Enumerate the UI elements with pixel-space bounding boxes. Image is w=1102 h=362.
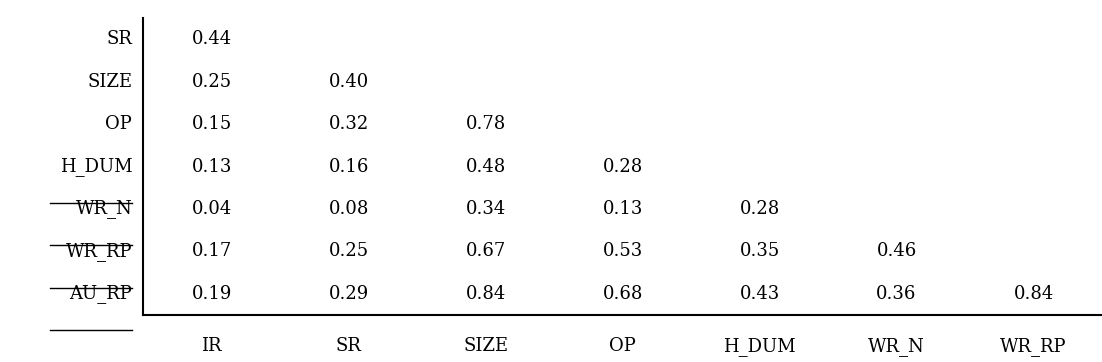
Text: 0.53: 0.53 — [603, 242, 642, 260]
Text: 0.78: 0.78 — [465, 115, 506, 133]
Text: IR: IR — [202, 337, 222, 355]
Text: 0.28: 0.28 — [603, 157, 642, 176]
Text: WR_N: WR_N — [76, 199, 132, 218]
Text: 0.44: 0.44 — [192, 30, 231, 48]
Text: SR: SR — [336, 337, 361, 355]
Text: 0.04: 0.04 — [192, 200, 231, 218]
Text: 0.16: 0.16 — [328, 157, 369, 176]
Text: 0.48: 0.48 — [465, 157, 506, 176]
Text: 0.13: 0.13 — [603, 200, 642, 218]
Text: H_DUM: H_DUM — [723, 337, 796, 355]
Text: WR_RP: WR_RP — [66, 242, 132, 261]
Text: 0.28: 0.28 — [739, 200, 780, 218]
Text: 0.19: 0.19 — [192, 285, 231, 303]
Text: 0.32: 0.32 — [328, 115, 369, 133]
Text: 0.68: 0.68 — [603, 285, 642, 303]
Text: AU_RP: AU_RP — [69, 284, 132, 303]
Text: 0.84: 0.84 — [465, 285, 506, 303]
Text: SR: SR — [107, 30, 132, 48]
Text: 0.36: 0.36 — [876, 285, 917, 303]
Text: 0.15: 0.15 — [192, 115, 231, 133]
Text: 0.29: 0.29 — [328, 285, 369, 303]
Text: 0.46: 0.46 — [876, 242, 917, 260]
Text: 0.34: 0.34 — [465, 200, 506, 218]
Text: SIZE: SIZE — [87, 73, 132, 91]
Text: WR_RP: WR_RP — [1001, 337, 1067, 355]
Text: 0.67: 0.67 — [465, 242, 506, 260]
Text: SIZE: SIZE — [463, 337, 508, 355]
Text: 0.08: 0.08 — [328, 200, 369, 218]
Text: OP: OP — [609, 337, 636, 355]
Text: H_DUM: H_DUM — [60, 157, 132, 176]
Text: 0.13: 0.13 — [192, 157, 231, 176]
Text: WR_N: WR_N — [868, 337, 925, 355]
Text: 0.17: 0.17 — [192, 242, 231, 260]
Text: OP: OP — [106, 115, 132, 133]
Text: 0.40: 0.40 — [328, 73, 369, 91]
Text: 0.84: 0.84 — [1014, 285, 1054, 303]
Text: 0.25: 0.25 — [192, 73, 231, 91]
Text: 0.25: 0.25 — [328, 242, 369, 260]
Text: 0.35: 0.35 — [739, 242, 780, 260]
Text: 0.43: 0.43 — [739, 285, 780, 303]
